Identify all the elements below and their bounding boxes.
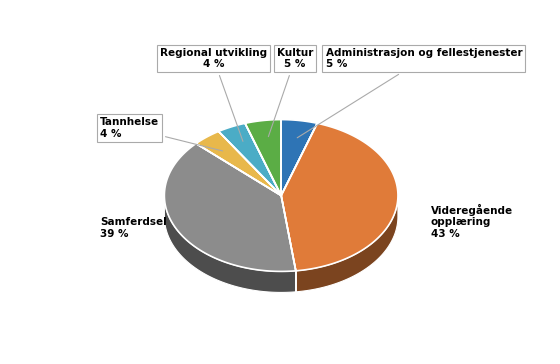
Polygon shape: [281, 123, 398, 271]
Polygon shape: [218, 123, 281, 195]
Polygon shape: [281, 120, 318, 195]
Polygon shape: [165, 143, 296, 272]
Text: Samferdsel
39 %: Samferdsel 39 %: [100, 217, 167, 239]
Polygon shape: [196, 131, 281, 195]
Polygon shape: [245, 120, 281, 195]
Text: Kultur
5 %: Kultur 5 %: [268, 48, 314, 136]
Text: Tannhelse
4 %: Tannhelse 4 %: [100, 117, 223, 151]
Polygon shape: [165, 196, 296, 292]
Text: Administrasjon og fellestjenester
5 %: Administrasjon og fellestjenester 5 %: [297, 48, 522, 138]
Text: Regional utvikling
4 %: Regional utvikling 4 %: [160, 48, 267, 141]
Text: Videregående
opplæring
43 %: Videregående opplæring 43 %: [431, 203, 513, 239]
Polygon shape: [296, 196, 398, 292]
